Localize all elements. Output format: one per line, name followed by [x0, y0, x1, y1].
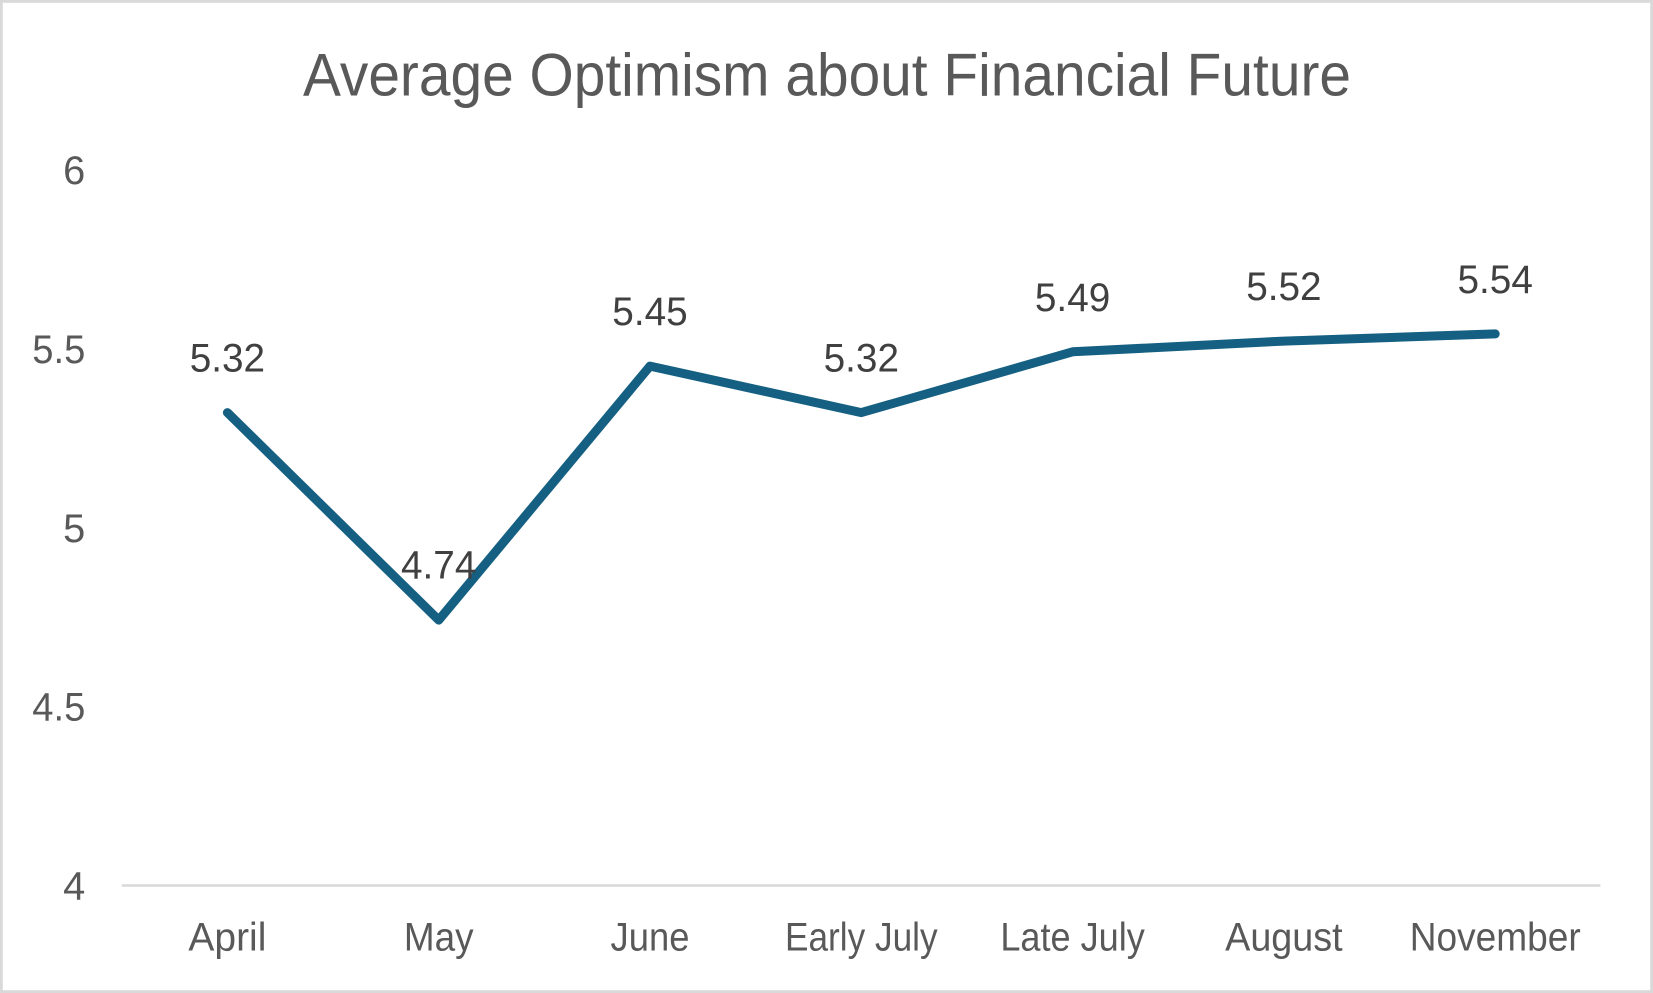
svg-text:4: 4 — [63, 864, 85, 908]
svg-text:4.5: 4.5 — [32, 686, 85, 730]
svg-text:Average Optimism about Financi: Average Optimism about Financial Future — [303, 40, 1351, 108]
svg-text:5.5: 5.5 — [32, 328, 85, 372]
svg-text:5.32: 5.32 — [824, 337, 899, 381]
svg-text:Late July: Late July — [1000, 915, 1145, 959]
svg-text:June: June — [611, 915, 690, 959]
svg-text:5.49: 5.49 — [1035, 276, 1110, 320]
svg-text:5.54: 5.54 — [1458, 258, 1533, 302]
svg-text:Early July: Early July — [785, 915, 938, 959]
svg-text:5.52: 5.52 — [1246, 265, 1321, 309]
svg-text:5.45: 5.45 — [612, 290, 687, 334]
svg-text:4.74: 4.74 — [401, 543, 476, 587]
svg-text:5: 5 — [63, 507, 85, 551]
svg-text:August: August — [1225, 915, 1343, 959]
svg-text:May: May — [404, 915, 474, 959]
svg-text:November: November — [1410, 915, 1581, 959]
svg-text:April: April — [188, 915, 266, 959]
svg-text:6: 6 — [63, 149, 85, 193]
svg-text:5.32: 5.32 — [190, 337, 265, 381]
